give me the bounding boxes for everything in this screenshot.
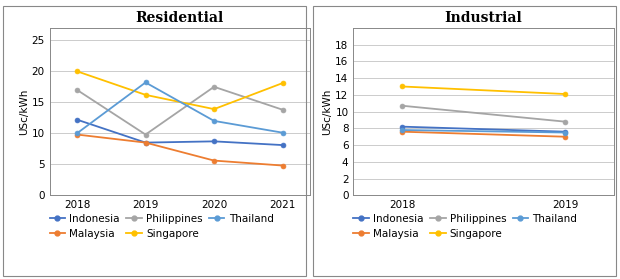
- Legend: Indonesia, Malaysia, Philippines, Singapore, Thailand: Indonesia, Malaysia, Philippines, Singap…: [353, 214, 577, 239]
- Y-axis label: USc/kWh: USc/kWh: [19, 88, 29, 135]
- Legend: Indonesia, Malaysia, Philippines, Singapore, Thailand: Indonesia, Malaysia, Philippines, Singap…: [50, 214, 273, 239]
- Title: Residential: Residential: [136, 11, 224, 25]
- Y-axis label: USc/kWh: USc/kWh: [322, 88, 332, 135]
- Title: Industrial: Industrial: [445, 11, 523, 25]
